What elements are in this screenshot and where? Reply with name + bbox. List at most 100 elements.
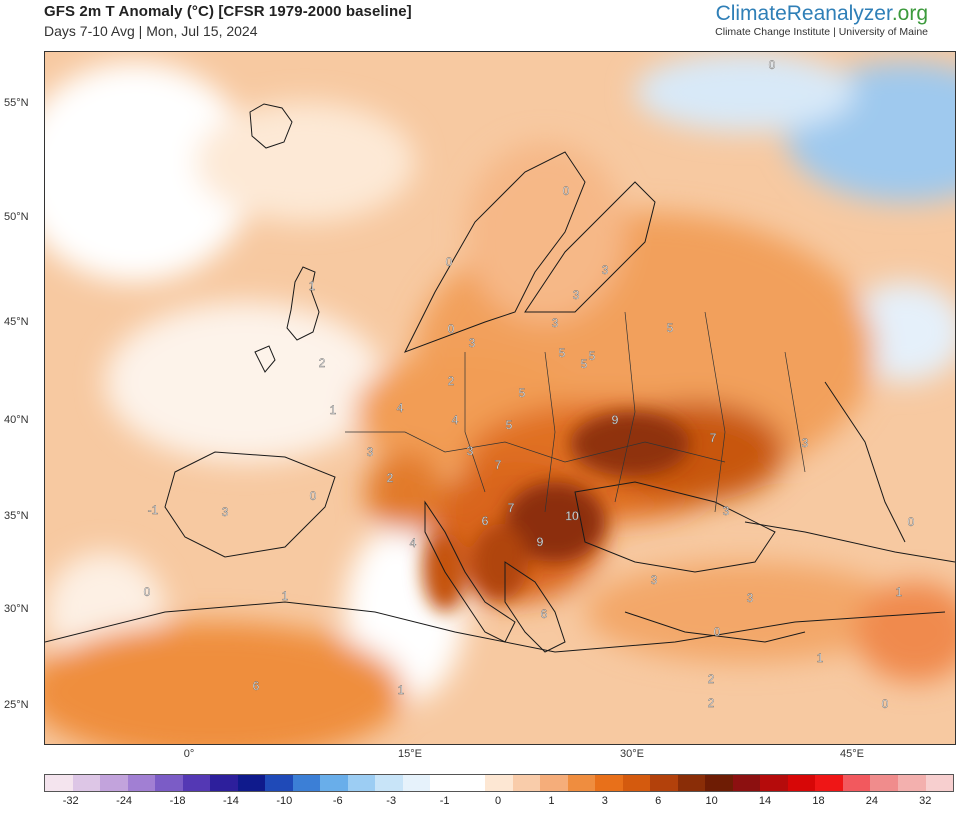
contour-label: 1 <box>896 585 903 599</box>
contour-label: 5 <box>519 386 526 400</box>
colorbar-segment <box>292 775 321 791</box>
colorbar-label: 14 <box>758 795 772 807</box>
contour-label: 1 <box>330 403 337 417</box>
colorbar-label: 18 <box>812 795 825 807</box>
colorbar-label: 10 <box>705 795 718 807</box>
contour-label: 1 <box>309 279 316 293</box>
lat-label-45: 45°N <box>4 316 29 328</box>
colorbar-label: 0 <box>494 795 502 807</box>
contour-label: 1 <box>282 589 289 603</box>
colorbar-label: -18 <box>169 795 186 807</box>
contour-label: 3 <box>552 316 559 330</box>
lon-label-30e: 30°E <box>620 748 644 760</box>
contour-label: 2 <box>708 672 715 686</box>
colorbar-label: 1 <box>548 795 555 807</box>
colorbar-segment <box>540 775 568 791</box>
colorbar-label: 32 <box>919 795 932 807</box>
contour-label: 5 <box>667 321 674 335</box>
colorbar-segment <box>320 775 348 791</box>
country-borders <box>345 311 806 513</box>
contour-label: 3 <box>367 445 374 459</box>
brand-name-tld: .org <box>891 2 928 25</box>
colorbar-label: 3 <box>601 795 608 807</box>
contour-label: 7 <box>710 431 717 445</box>
contour-label: 5 <box>589 349 596 363</box>
contour-label: 10 <box>565 509 579 523</box>
colorbar <box>44 774 954 792</box>
contour-label: 5 <box>559 346 566 360</box>
colorbar-segment <box>842 775 871 791</box>
colorbar-segment <box>705 775 733 791</box>
colorbar-segment <box>732 775 761 791</box>
contour-label: 4 <box>452 413 459 427</box>
contour-label: 3 <box>222 505 229 519</box>
lon-label-15e: 15°E <box>398 748 422 760</box>
colorbar-label: -1 <box>439 795 450 807</box>
contour-label: 7 <box>495 458 502 472</box>
contour-label: 3 <box>651 573 658 587</box>
colorbar-label: -10 <box>276 795 293 807</box>
colorbar-label: 6 <box>655 795 662 807</box>
map-subtitle: Days 7-10 Avg | Mon, Jul 15, 2024 <box>44 23 258 39</box>
contour-label: 1 <box>398 683 405 697</box>
contour-label: 5 <box>506 418 513 432</box>
colorbar-segment <box>45 775 73 791</box>
colorbar-segment <box>182 775 211 791</box>
contour-label: 3 <box>469 336 476 350</box>
contour-label: 7 <box>508 501 515 515</box>
contour-label: 6 <box>541 607 548 621</box>
colorbar-segment <box>402 775 431 791</box>
contour-label: 3 <box>747 591 754 605</box>
brand-subtitle: Climate Change Institute | University of… <box>715 26 928 38</box>
colorbar-segment <box>760 775 788 791</box>
colorbar-segment <box>787 775 816 791</box>
contour-label: 5 <box>581 357 588 371</box>
contour-label: 0 <box>769 58 776 72</box>
contour-label: 3 <box>467 444 474 458</box>
anomaly-map-svg: 0 0 0 0 1 1 3 3 3 3 2 2 2 4 4 5 5 5 5 5 … <box>45 52 955 744</box>
brand-logo[interactable]: ClimateReanalyzer.org Climate Change Ins… <box>715 3 928 39</box>
colorbar-segment <box>457 775 486 791</box>
colorbar-segment <box>265 775 293 791</box>
coastlines <box>45 103 955 653</box>
colorbar-label: -32 <box>62 795 79 807</box>
colorbar-segment <box>815 775 843 791</box>
colorbar-segment <box>897 775 926 791</box>
contour-label: 0 <box>144 585 151 599</box>
colorbar-segment <box>925 775 954 791</box>
anomaly-map[interactable]: 0 0 0 0 1 1 3 3 3 3 2 2 2 4 4 5 5 5 5 5 … <box>44 51 956 745</box>
lat-label-55: 55°N <box>4 97 29 109</box>
colorbar-label: -24 <box>116 795 133 807</box>
lat-label-40: 40°N <box>4 414 29 426</box>
contour-label: 0 <box>908 515 915 529</box>
colorbar-segment <box>430 775 458 791</box>
colorbar-segment <box>375 775 403 791</box>
colorbar-segment <box>870 775 898 791</box>
contour-label: 0 <box>563 184 570 198</box>
colorbar-segment <box>622 775 651 791</box>
lon-label-45e: 45°E <box>840 748 864 760</box>
contour-label: 9 <box>537 535 544 549</box>
contour-label: 3 <box>573 288 580 302</box>
contour-label: 6 <box>253 679 260 693</box>
lat-label-30: 30°N <box>4 603 29 615</box>
contour-label: 3 <box>723 504 730 518</box>
contour-label: 0 <box>448 322 455 336</box>
colorbar-segment <box>595 775 623 791</box>
contour-label: 2 <box>448 374 455 388</box>
contour-label: 2 <box>319 356 326 370</box>
contour-label: 0 <box>310 489 317 503</box>
brand-name-main: ClimateReanalyzer <box>715 2 892 25</box>
lat-label-50: 50°N <box>4 211 29 223</box>
colorbar-segment <box>650 775 678 791</box>
colorbar-label: -3 <box>386 795 397 807</box>
anomaly-core <box>423 412 690 612</box>
contour-label: 9 <box>612 413 619 427</box>
colorbar-labels: -32 -24 -18 -14 -10 -6 -3 -1 0 1 3 6 10 14 18 24 32 <box>44 795 952 811</box>
contour-label: 1 <box>817 651 824 665</box>
brand-name: ClimateReanalyzer.org <box>715 3 928 25</box>
contour-label: 2 <box>708 696 715 710</box>
colorbar-label: -6 <box>332 795 343 807</box>
contour-label: 0 <box>714 625 721 639</box>
colorbar-segment <box>72 775 101 791</box>
